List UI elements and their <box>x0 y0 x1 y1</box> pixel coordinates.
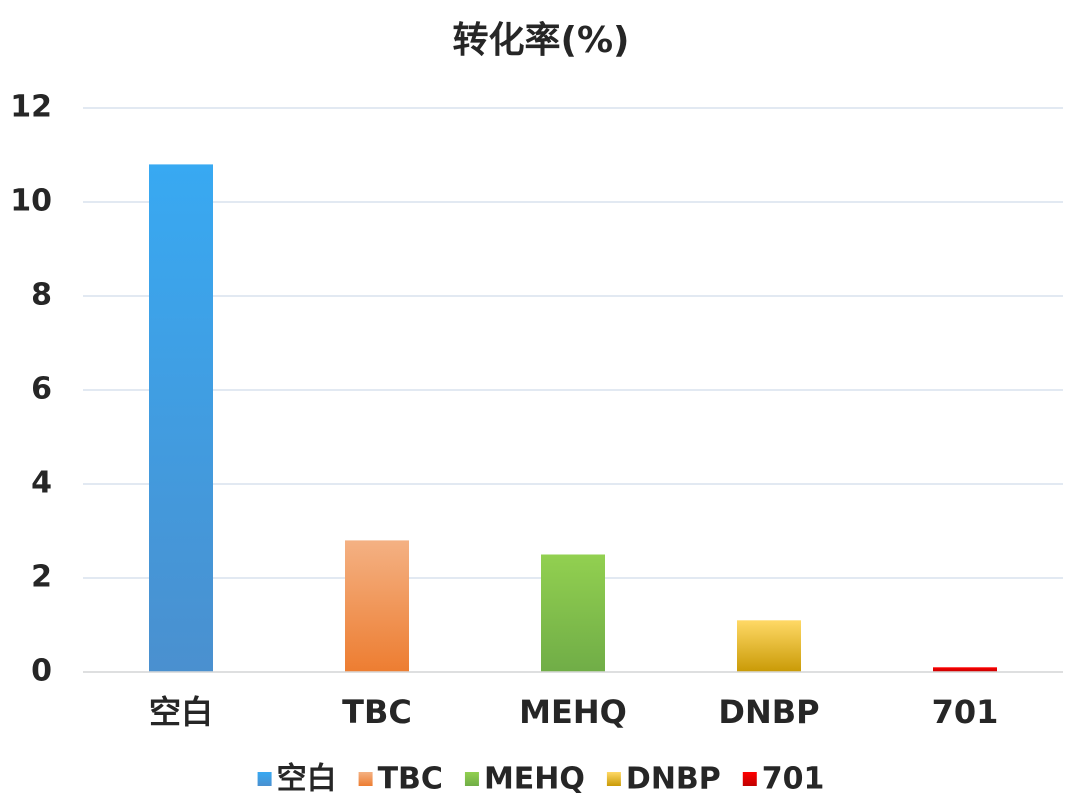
legend-swatch <box>358 772 373 786</box>
y-tick-label: 12 <box>10 90 52 125</box>
bar <box>541 554 605 672</box>
legend-label: 空白 <box>277 762 337 797</box>
legend: 空白 TBC MEHQ DNBP 701 <box>257 762 825 797</box>
legend-swatch <box>257 772 272 786</box>
x-tick-label: 空白 <box>149 693 213 731</box>
legend-swatch <box>464 772 479 786</box>
x-tick-label: TBC <box>342 693 412 731</box>
bar <box>345 540 409 672</box>
legend-swatch <box>742 772 757 786</box>
chart-title: 转化率(%) <box>453 20 630 61</box>
legend-label: DNBP <box>626 762 721 797</box>
y-tick-label: 8 <box>31 278 52 313</box>
y-tick-label: 4 <box>31 466 52 501</box>
y-tick-label: 6 <box>31 372 52 407</box>
x-tick-label: MEHQ <box>519 693 627 731</box>
legend-swatch <box>606 772 621 786</box>
bar <box>933 667 997 672</box>
y-tick-label: 0 <box>31 654 52 689</box>
x-tick-label: 701 <box>932 693 999 731</box>
y-tick-label: 2 <box>31 560 52 595</box>
legend-label: 701 <box>762 762 825 797</box>
legend-label: MEHQ <box>484 762 585 797</box>
legend-label: TBC <box>378 762 443 797</box>
y-tick-label: 10 <box>10 184 52 219</box>
bar <box>737 620 801 672</box>
bar <box>149 164 213 672</box>
x-tick-label: DNBP <box>718 693 819 731</box>
